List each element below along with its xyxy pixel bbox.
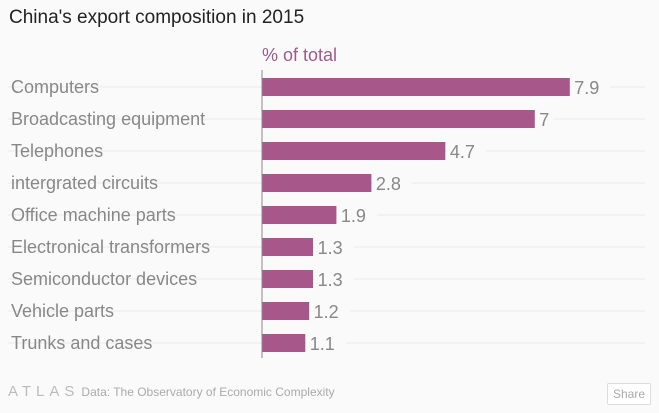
label-background xyxy=(310,300,350,322)
label-background xyxy=(337,204,377,226)
bar xyxy=(262,238,314,256)
value-label: 1.2 xyxy=(314,302,339,322)
value-label: 1.1 xyxy=(310,334,335,354)
bar xyxy=(262,334,306,352)
label-background xyxy=(446,140,486,162)
share-button[interactable]: Share xyxy=(607,383,652,405)
value-label: 1.3 xyxy=(318,270,343,290)
label-background xyxy=(536,108,554,130)
label-background xyxy=(314,236,354,258)
category-label: Trunks and cases xyxy=(11,333,152,353)
footer: ATLAS Data: The Observatory of Economic … xyxy=(8,383,335,400)
category-label: Broadcasting equipment xyxy=(11,109,205,129)
bar xyxy=(262,270,314,288)
category-label: Office machine parts xyxy=(11,205,176,225)
bar xyxy=(262,206,337,224)
category-label: Computers xyxy=(11,77,99,97)
bar xyxy=(262,302,310,320)
bar xyxy=(262,174,372,192)
value-label: 1.9 xyxy=(341,206,366,226)
label-background xyxy=(372,172,412,194)
bar xyxy=(262,78,570,96)
category-label: Telephones xyxy=(11,141,103,161)
category-label: Vehicle parts xyxy=(11,301,114,321)
value-label: 7.9 xyxy=(574,78,599,98)
label-background xyxy=(306,332,346,354)
value-label: 2.8 xyxy=(376,174,401,194)
bar xyxy=(262,110,535,128)
value-label: 7 xyxy=(539,110,549,130)
label-background xyxy=(571,76,611,98)
value-label: 1.3 xyxy=(318,238,343,258)
subtitle: % of total xyxy=(262,45,337,65)
category-label: intergrated circuits xyxy=(11,173,158,193)
chart-title: China's export composition in 2015 xyxy=(9,7,305,28)
category-label: Electronical transformers xyxy=(11,237,210,257)
value-label: 4.7 xyxy=(450,142,475,162)
label-background xyxy=(314,268,354,290)
data-source: Data: The Observatory of Economic Comple… xyxy=(81,384,335,399)
atlas-logo: ATLAS xyxy=(8,383,80,400)
bar-chart: % of total Computers 7.9 Broadcasting equip… xyxy=(8,45,645,358)
category-label: Semiconductor devices xyxy=(11,269,197,289)
bar xyxy=(262,142,446,160)
